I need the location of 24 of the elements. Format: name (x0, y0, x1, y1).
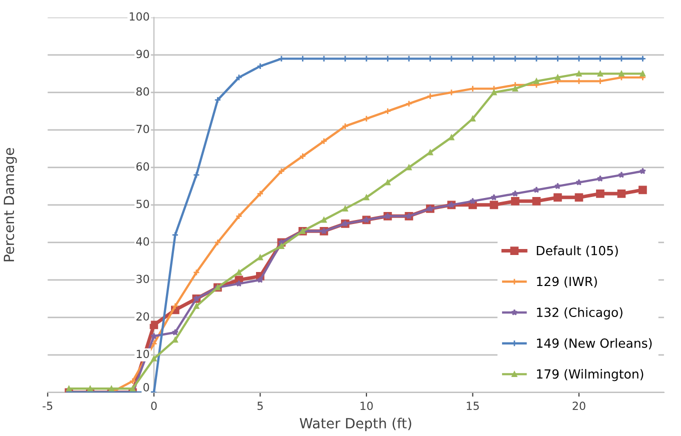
x-tick-label: -5 (42, 402, 52, 410)
y-axis-title: Percent Damage (4, 148, 17, 262)
y-tick-label: 60 (136, 162, 150, 171)
y-tick-label: 100 (130, 12, 150, 21)
legend-label: 129 (IWR) (537, 276, 597, 288)
x-axis-title: Water Depth (ft) (300, 418, 412, 432)
y-tick-label: 30 (136, 274, 150, 284)
y-tick-label: 0 (143, 383, 150, 392)
x-tick-label: 15 (466, 402, 479, 410)
y-tick-label: 40 (136, 237, 150, 246)
x-tick-label: 10 (360, 402, 373, 410)
x-tick-label: 0 (151, 402, 157, 410)
legend-label: Default (105) (536, 246, 618, 257)
legend-label: 179 (Wilmington) (537, 369, 644, 382)
legend-label: 149 (New Orleans) (537, 338, 652, 350)
y-tick-label: 80 (136, 87, 150, 96)
x-tick-label: 20 (572, 402, 586, 410)
y-tick-label: 20 (136, 312, 150, 321)
y-tick-label: 70 (136, 124, 150, 134)
y-tick-label: 90 (136, 50, 150, 58)
x-tick-label: 5 (258, 402, 263, 410)
y-tick-label: 10 (136, 350, 150, 358)
legend-label: 132 (Chicago) (537, 307, 622, 320)
y-tick-label: 50 (136, 200, 150, 208)
